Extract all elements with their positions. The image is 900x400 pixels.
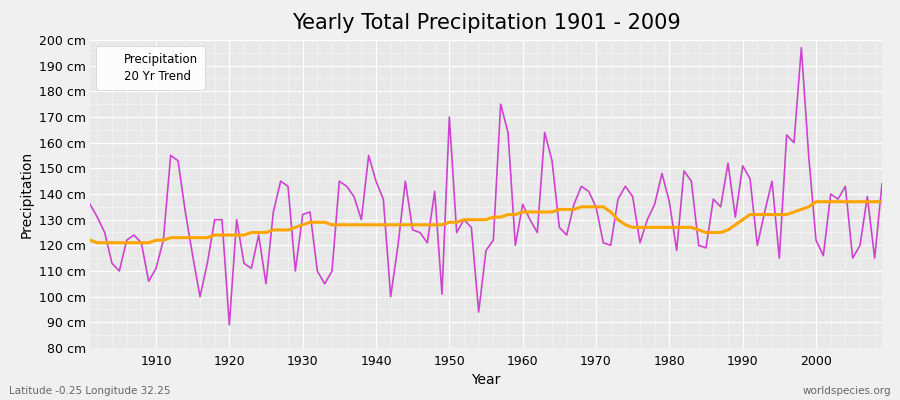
Line: 20 Yr Trend: 20 Yr Trend <box>90 202 882 243</box>
20 Yr Trend <box>92 240 103 245</box>
Text: Latitude -0.25 Longitude 32.25: Latitude -0.25 Longitude 32.25 <box>9 386 170 396</box>
Legend: Precipitation, 20 Yr Trend: Precipitation, 20 Yr Trend <box>96 46 205 90</box>
Precipitation <box>518 202 528 207</box>
Precipitation <box>796 45 806 50</box>
Precipitation <box>356 217 366 222</box>
20 Yr Trend <box>811 199 822 204</box>
Text: worldspecies.org: worldspecies.org <box>803 386 891 396</box>
20 Yr Trend <box>525 210 535 214</box>
Precipitation <box>312 269 323 274</box>
Precipitation <box>143 279 154 284</box>
20 Yr Trend <box>150 238 161 242</box>
Precipitation <box>877 181 887 186</box>
Title: Yearly Total Precipitation 1901 - 2009: Yearly Total Precipitation 1901 - 2009 <box>292 13 680 33</box>
Precipitation <box>613 197 624 202</box>
20 Yr Trend <box>85 238 95 242</box>
Precipitation <box>525 217 535 222</box>
X-axis label: Year: Year <box>472 374 500 388</box>
Y-axis label: Precipitation: Precipitation <box>19 150 33 238</box>
20 Yr Trend <box>356 222 366 227</box>
Precipitation <box>85 202 95 207</box>
20 Yr Trend <box>613 217 624 222</box>
20 Yr Trend <box>518 210 528 214</box>
20 Yr Trend <box>312 220 323 225</box>
20 Yr Trend <box>877 199 887 204</box>
Precipitation <box>224 322 235 327</box>
Line: Precipitation: Precipitation <box>90 48 882 325</box>
